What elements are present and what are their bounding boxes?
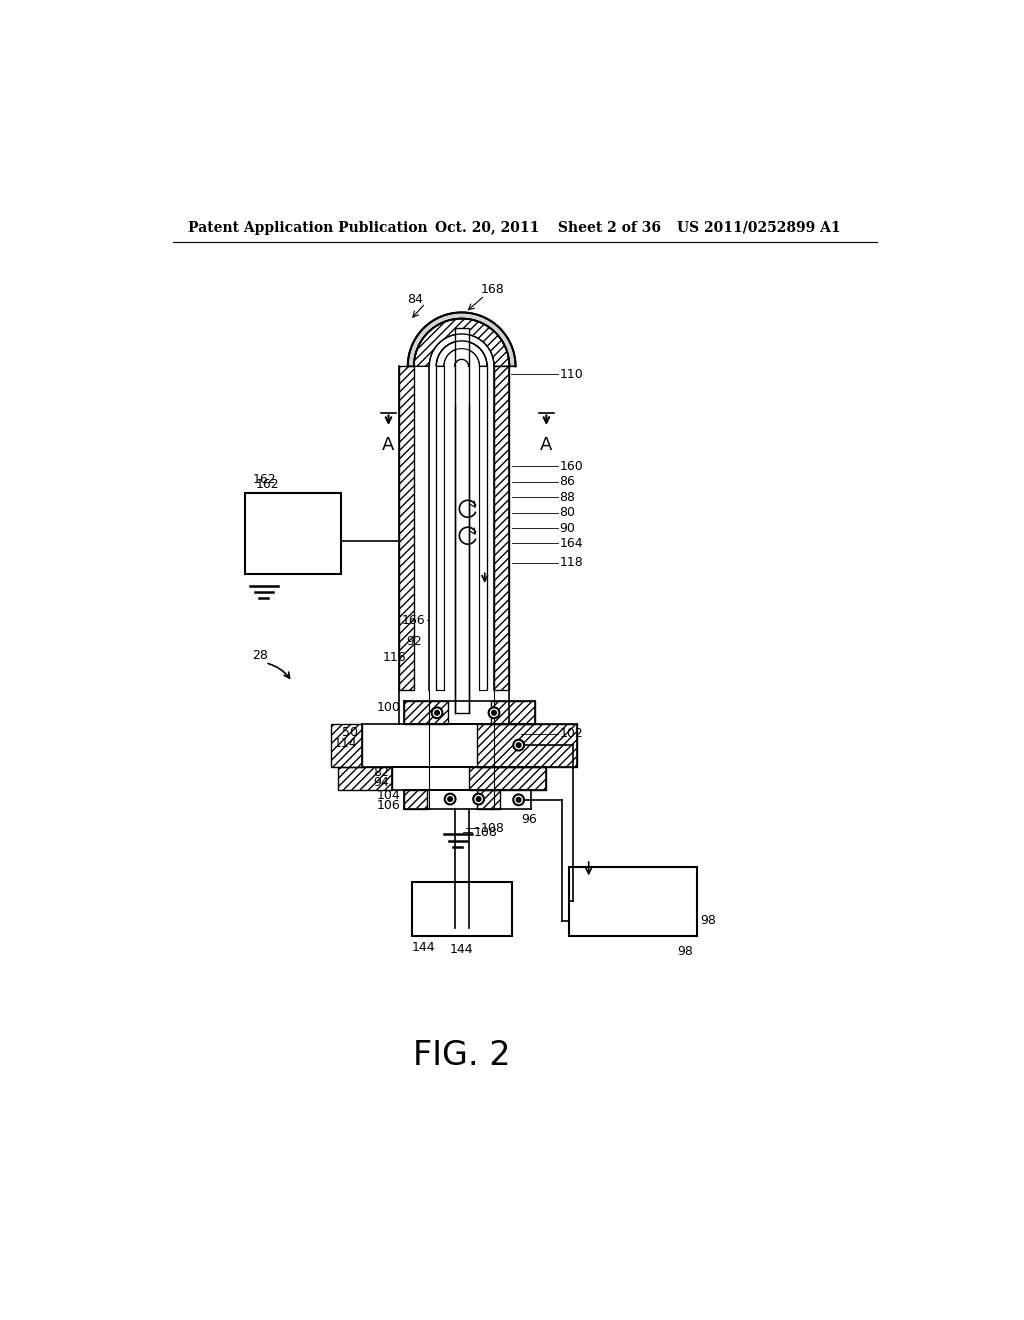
Text: 28: 28 <box>252 648 268 661</box>
Bar <box>479 367 487 689</box>
Text: 144: 144 <box>412 941 435 954</box>
Circle shape <box>444 793 456 804</box>
Bar <box>339 767 392 789</box>
Text: 162: 162 <box>256 478 280 491</box>
Text: 90: 90 <box>559 521 575 535</box>
Bar <box>403 789 427 809</box>
Bar <box>331 725 361 767</box>
Bar <box>469 767 547 789</box>
Text: FIG. 2: FIG. 2 <box>413 1039 511 1072</box>
Text: 82: 82 <box>373 767 388 779</box>
Text: US 2011/0252899 A1: US 2011/0252899 A1 <box>677 220 841 235</box>
Text: 86: 86 <box>559 475 575 488</box>
Text: 164: 164 <box>559 537 583 550</box>
Bar <box>444 367 479 689</box>
Text: 168: 168 <box>481 282 505 296</box>
Circle shape <box>476 797 481 801</box>
Text: 96: 96 <box>521 813 537 825</box>
Bar <box>398 367 414 689</box>
Text: 84: 84 <box>408 293 423 306</box>
Text: 108: 108 <box>481 822 505 834</box>
Text: 162: 162 <box>252 473 275 486</box>
Text: 98: 98 <box>700 915 716 927</box>
Bar <box>455 327 469 713</box>
Wedge shape <box>436 341 487 367</box>
Bar <box>487 367 494 689</box>
Bar <box>436 367 444 689</box>
Text: A: A <box>382 436 394 454</box>
Text: 114: 114 <box>334 737 357 750</box>
Text: 118: 118 <box>559 556 584 569</box>
Text: 94: 94 <box>373 776 388 788</box>
Text: 160: 160 <box>559 459 584 473</box>
Text: 110: 110 <box>559 367 584 380</box>
Circle shape <box>516 743 521 747</box>
Bar <box>477 789 500 809</box>
Bar <box>569 867 696 936</box>
Wedge shape <box>429 334 494 367</box>
Circle shape <box>447 797 453 801</box>
Text: 144: 144 <box>450 944 473 957</box>
Text: 92: 92 <box>406 635 422 648</box>
Text: 98: 98 <box>677 945 692 958</box>
Text: 106: 106 <box>376 799 400 812</box>
Text: Patent Application Publication: Patent Application Publication <box>188 220 428 235</box>
Bar <box>490 701 535 725</box>
Text: 88: 88 <box>559 491 575 504</box>
Text: 102: 102 <box>559 727 584 741</box>
Text: 108: 108 <box>473 825 497 838</box>
Text: 100: 100 <box>376 701 400 714</box>
Circle shape <box>492 710 497 715</box>
Circle shape <box>513 739 524 751</box>
Circle shape <box>513 795 524 805</box>
Circle shape <box>473 793 484 804</box>
Text: 116: 116 <box>383 651 407 664</box>
Text: 50: 50 <box>342 726 357 739</box>
Wedge shape <box>444 348 479 367</box>
Circle shape <box>488 708 500 718</box>
Wedge shape <box>455 359 469 374</box>
Circle shape <box>435 710 439 715</box>
Text: Sheet 2 of 36: Sheet 2 of 36 <box>558 220 660 235</box>
Text: 104: 104 <box>376 789 400 803</box>
Text: Oct. 20, 2011: Oct. 20, 2011 <box>435 220 539 235</box>
Bar <box>403 701 447 725</box>
Bar <box>245 494 341 574</box>
Text: A: A <box>541 436 553 454</box>
Bar <box>477 725 578 767</box>
Text: 80: 80 <box>559 506 575 519</box>
Circle shape <box>516 797 521 803</box>
Circle shape <box>432 708 442 718</box>
Wedge shape <box>408 313 515 367</box>
Text: 166: 166 <box>401 614 425 627</box>
Bar <box>494 367 509 689</box>
Bar <box>429 367 436 689</box>
Bar <box>412 882 512 936</box>
